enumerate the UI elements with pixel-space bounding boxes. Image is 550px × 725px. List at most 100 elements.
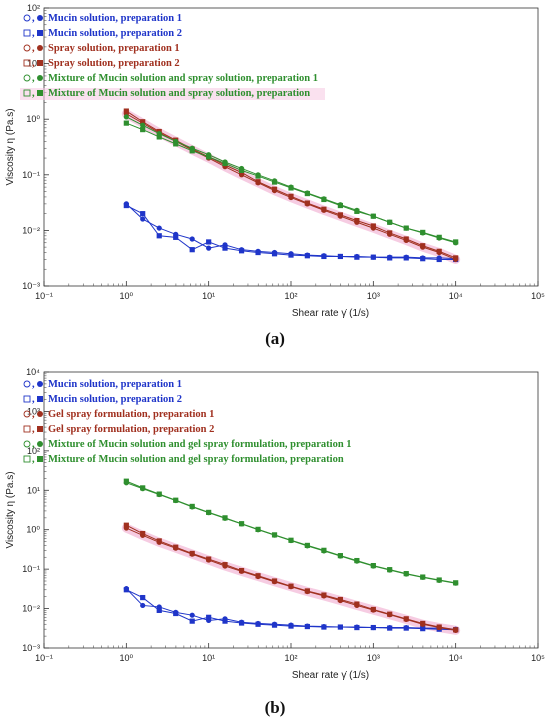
y-tick-label: 10⁻³ — [22, 281, 40, 291]
data-point — [420, 229, 426, 236]
legend-open-marker — [23, 14, 31, 22]
legend-entry: Mixture of Mucin solution and gel spray … — [48, 439, 352, 450]
data-point — [304, 623, 310, 630]
series-line — [125, 203, 456, 260]
legend-entry: Mucin solution, preparation 2 — [48, 28, 182, 39]
data-point — [156, 491, 162, 497]
data-point — [453, 627, 459, 633]
data-point — [271, 179, 278, 185]
data-point — [304, 588, 310, 594]
legend-open-marker — [23, 395, 31, 403]
data-point — [206, 614, 212, 620]
y-tick-label: 10² — [27, 446, 40, 456]
data-point — [420, 574, 426, 580]
x-axis-label: Shear rate γ̇ (1/s) — [292, 670, 369, 681]
x-tick-label: 10¹ — [202, 653, 215, 663]
x-tick-label: 10⁻¹ — [35, 653, 53, 663]
data-point — [420, 243, 426, 249]
legend-entry: Spray solution, preparation 2 — [48, 58, 180, 69]
legend-entry: Mucin solution, preparation 2 — [48, 394, 182, 405]
data-point — [337, 202, 343, 209]
data-point — [123, 202, 129, 209]
data-point — [403, 625, 409, 631]
data-point — [370, 624, 376, 631]
data-point — [387, 230, 393, 236]
y-axis-label: Viscosity η (Pa.s) — [5, 471, 16, 548]
data-point — [288, 185, 294, 191]
data-point — [156, 134, 162, 140]
data-point — [140, 216, 146, 222]
legend-separator: , — [32, 379, 35, 390]
legend-filled-marker — [37, 30, 43, 36]
x-tick-label: 10² — [284, 291, 297, 301]
legend-filled-marker — [37, 456, 43, 462]
data-point — [288, 193, 294, 199]
data-point — [370, 213, 376, 219]
data-point — [337, 212, 343, 218]
legend-entry: Mixture of Mucin solution and gel spray … — [48, 454, 344, 465]
series-6 — [123, 120, 459, 245]
data-point — [255, 179, 261, 185]
data-point — [321, 547, 327, 553]
data-point — [156, 538, 162, 544]
data-point — [403, 255, 409, 261]
y-tick-label: 10⁻³ — [22, 643, 40, 653]
data-point — [304, 253, 310, 259]
x-tick-label: 10¹ — [202, 291, 215, 301]
data-point — [288, 252, 294, 258]
legend-separator: , — [32, 454, 35, 465]
legend-separator: , — [32, 28, 35, 39]
y-tick-label: 10⁰ — [26, 114, 40, 124]
data-point — [140, 530, 146, 537]
data-point — [140, 119, 146, 125]
x-tick-label: 10⁵ — [531, 291, 545, 301]
legend-filled-marker — [37, 45, 43, 51]
data-point — [123, 478, 129, 484]
data-point — [189, 148, 195, 154]
data-point — [238, 567, 245, 574]
legend-open-marker — [23, 59, 31, 67]
data-point — [370, 606, 376, 613]
panel-label: (a) — [265, 329, 285, 348]
y-tick-label: 10³ — [27, 406, 40, 416]
data-point — [156, 225, 162, 231]
data-point — [420, 256, 426, 262]
data-point — [189, 612, 195, 618]
data-point — [238, 167, 245, 173]
data-point — [173, 544, 179, 550]
legend-open-marker — [23, 440, 31, 448]
data-point — [321, 206, 327, 212]
data-point — [288, 623, 294, 629]
legend-separator: , — [32, 43, 35, 54]
data-point — [304, 200, 310, 206]
legend-filled-marker — [37, 396, 43, 402]
legend-filled-marker — [37, 60, 43, 66]
data-point — [370, 254, 376, 260]
data-point — [436, 248, 442, 254]
legend-separator: , — [32, 58, 35, 69]
data-point — [271, 186, 278, 192]
series-5 — [123, 480, 459, 586]
legend-separator: , — [32, 409, 35, 420]
legend-entry: Mucin solution, preparation 1 — [48, 379, 182, 390]
data-point — [337, 624, 343, 630]
y-tick-label: 10¹ — [27, 59, 40, 69]
legend-open-marker — [23, 425, 31, 433]
panel-label: (b) — [265, 698, 286, 717]
legend-filled-marker — [37, 411, 43, 417]
data-point — [189, 236, 195, 242]
data-point — [288, 537, 294, 543]
data-point — [189, 618, 195, 624]
legend-separator: , — [32, 424, 35, 435]
data-point — [354, 557, 360, 564]
series-2 — [123, 202, 459, 263]
legend: , Mucin solution, preparation 1, Mucin sol… — [20, 13, 325, 100]
data-point — [255, 621, 261, 627]
data-point — [140, 602, 146, 609]
data-point — [123, 114, 129, 120]
data-point — [304, 190, 310, 197]
data-point — [173, 141, 179, 147]
data-point — [436, 577, 442, 583]
data-point — [436, 256, 442, 263]
data-point — [321, 592, 327, 598]
